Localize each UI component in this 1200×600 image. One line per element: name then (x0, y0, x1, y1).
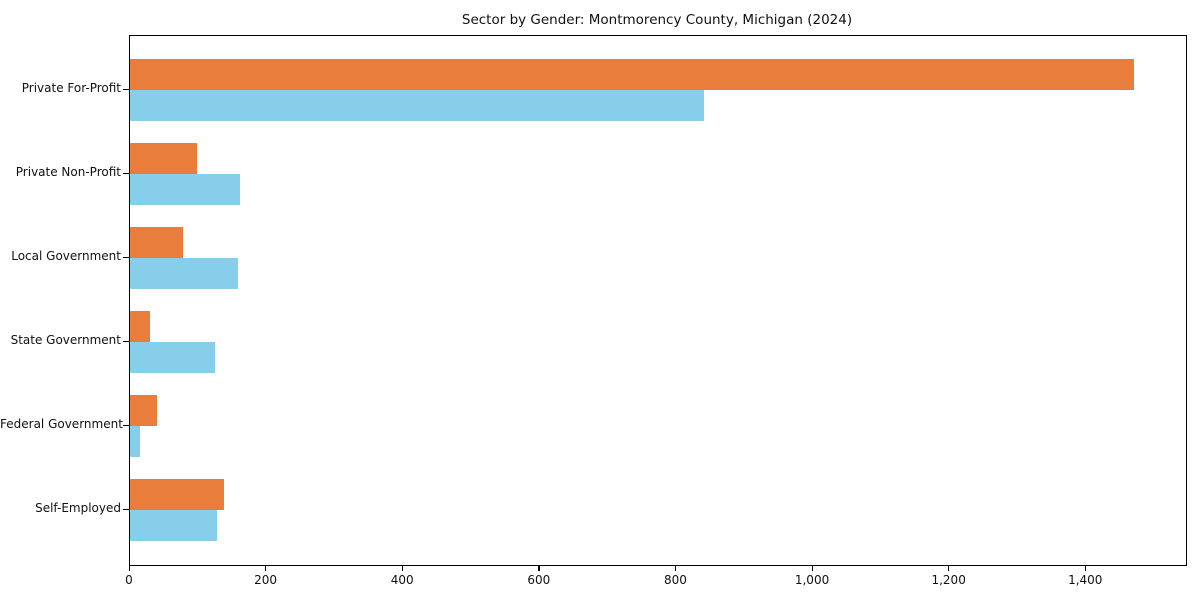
y-tick-mark-local-government (123, 256, 129, 258)
y-tick-mark-self-employed (123, 508, 129, 510)
bar-female-federal-government (130, 426, 141, 457)
chart-title: Sector by Gender: Montmorency County, Mi… (461, 12, 853, 28)
plot-area: Male Female (129, 35, 1187, 566)
x-tick-label-400: 400 (390, 573, 414, 587)
y-tick-label-local-government: Local Government (11, 249, 121, 263)
bar-male-federal-government (130, 395, 158, 426)
bar-male-private-non-profit (130, 143, 197, 174)
x-tick-label-1,400: 1,400 (1068, 573, 1103, 587)
x-tick-mark-400 (401, 565, 403, 571)
y-tick-label-private-non-profit: Private Non-Profit (15, 165, 121, 179)
y-tick-label-self-employed: Self-Employed (35, 501, 121, 515)
x-tick-label-1,000: 1,000 (794, 573, 830, 587)
x-tick-mark-0 (128, 565, 130, 571)
y-tick-label-state-government: State Government (10, 333, 121, 347)
bar-male-private-for-profit (130, 59, 1135, 90)
y-tick-label-private-for-profit: Private For-Profit (21, 81, 121, 95)
x-tick-label-0: 0 (125, 573, 133, 587)
bar-female-private-non-profit (130, 174, 240, 205)
y-tick-mark-state-government (123, 340, 129, 342)
x-tick-label-800: 800 (663, 573, 687, 587)
bar-male-state-government (130, 311, 150, 342)
x-tick-mark-200 (265, 565, 267, 571)
x-tick-label-600: 600 (527, 573, 551, 587)
x-tick-mark-1,200 (948, 565, 950, 571)
x-tick-label-200: 200 (254, 573, 278, 587)
y-tick-mark-federal-government (123, 424, 129, 426)
x-tick-mark-1,000 (811, 565, 813, 571)
x-tick-mark-600 (538, 565, 540, 571)
y-tick-mark-private-for-profit (123, 88, 129, 90)
bar-female-state-government (130, 342, 215, 373)
y-tick-mark-private-non-profit (123, 172, 129, 174)
bar-female-self-employed (130, 510, 217, 541)
y-tick-label-federal-government: Federal Government (0, 417, 123, 431)
bars-layer (130, 36, 1186, 565)
x-tick-mark-1,400 (1084, 565, 1086, 571)
bar-female-local-government (130, 258, 238, 289)
x-tick-mark-800 (674, 565, 677, 571)
bar-female-private-for-profit (130, 90, 704, 121)
x-tick-label-1,200: 1,200 (931, 573, 966, 587)
bar-male-self-employed (130, 479, 224, 510)
bar-male-local-government (130, 227, 184, 258)
